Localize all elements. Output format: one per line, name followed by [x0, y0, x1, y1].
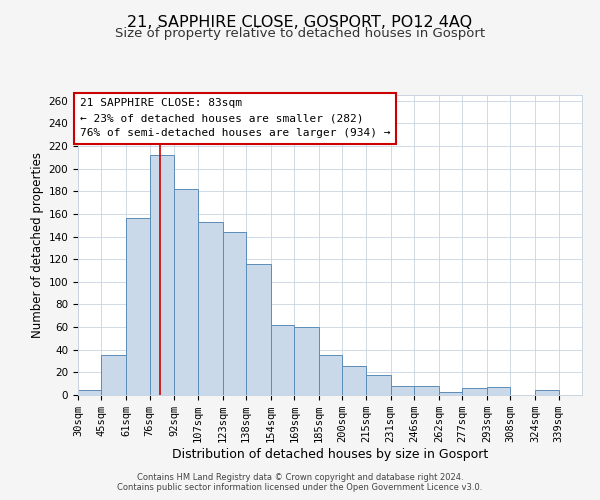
Bar	[487, 387, 511, 395]
Bar	[343, 366, 366, 395]
Text: Size of property relative to detached houses in Gosport: Size of property relative to detached ho…	[115, 28, 485, 40]
Bar	[319, 356, 343, 395]
Bar	[175, 189, 198, 395]
Bar	[101, 356, 126, 395]
Bar	[246, 264, 271, 395]
Bar	[439, 392, 462, 395]
Bar	[271, 325, 294, 395]
Bar	[198, 222, 223, 395]
Text: Contains public sector information licensed under the Open Government Licence v3: Contains public sector information licen…	[118, 484, 482, 492]
Bar	[535, 390, 559, 395]
Text: 21, SAPPHIRE CLOSE, GOSPORT, PO12 4AQ: 21, SAPPHIRE CLOSE, GOSPORT, PO12 4AQ	[127, 15, 473, 30]
Bar	[462, 388, 487, 395]
Bar	[294, 327, 319, 395]
Bar	[126, 218, 149, 395]
Bar	[391, 386, 414, 395]
Text: Contains HM Land Registry data © Crown copyright and database right 2024.: Contains HM Land Registry data © Crown c…	[137, 472, 463, 482]
X-axis label: Distribution of detached houses by size in Gosport: Distribution of detached houses by size …	[172, 448, 488, 461]
Y-axis label: Number of detached properties: Number of detached properties	[31, 152, 44, 338]
Bar	[149, 155, 175, 395]
Text: 21 SAPPHIRE CLOSE: 83sqm
← 23% of detached houses are smaller (282)
76% of semi-: 21 SAPPHIRE CLOSE: 83sqm ← 23% of detach…	[80, 98, 390, 138]
Bar	[223, 232, 246, 395]
Bar	[414, 386, 439, 395]
Bar	[366, 374, 391, 395]
Bar	[78, 390, 101, 395]
